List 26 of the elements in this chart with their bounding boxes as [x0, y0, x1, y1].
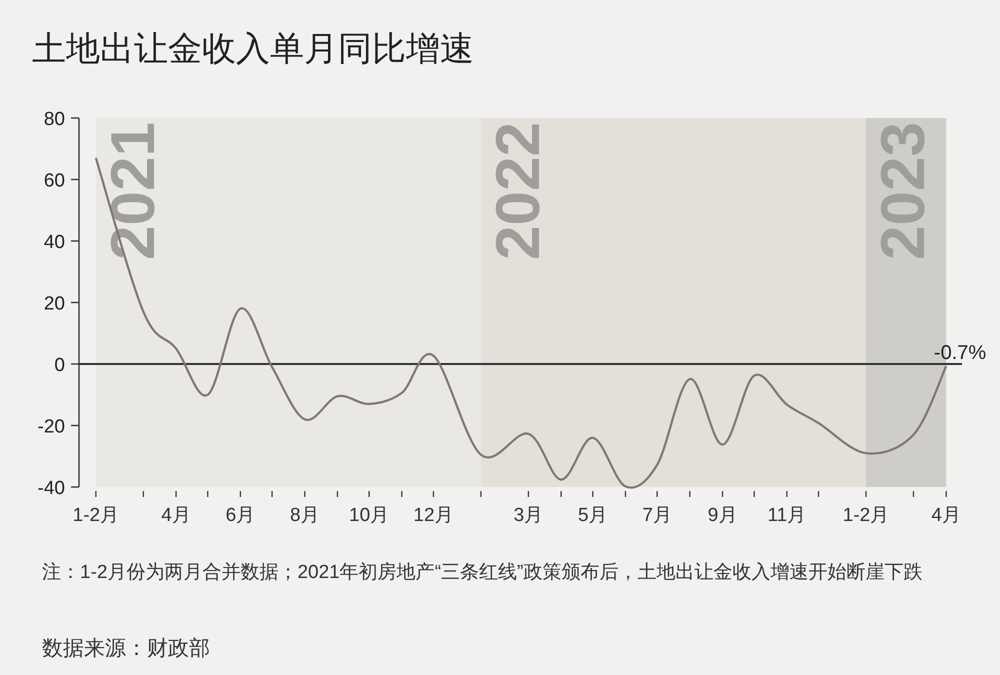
y-tick-label: 0 [54, 355, 65, 376]
y-tick-label: 40 [44, 232, 65, 253]
x-tick-label: 9月 [708, 505, 738, 526]
x-tick-label: 1-2月 [72, 505, 120, 526]
y-tick-label: -40 [38, 478, 65, 499]
x-tick-label: 3月 [514, 505, 544, 526]
x-tick-label: 12月 [413, 505, 454, 526]
y-tick-label: -20 [38, 416, 65, 438]
x-tick-label: 11月 [768, 505, 806, 526]
x-tick-label: 4月 [161, 505, 191, 526]
band-label: 2022 [484, 122, 553, 260]
x-tick-label: 10月 [349, 505, 390, 526]
band-label: 2021 [98, 122, 168, 260]
x-tick-label: 5月 [578, 505, 608, 526]
x-tick-label: 8月 [290, 505, 320, 526]
x-tick-label: 7月 [642, 505, 672, 526]
text: 注：1-2月份为两月合并数据；2021年初房地产“三条红线”政策颁布后，土地出让金收入增速开始断崖下跌 [42, 561, 924, 585]
x-tick-label: 4月 [931, 505, 961, 526]
data-label: -0.7% [934, 342, 986, 364]
x-tick-label: 1-2月 [842, 505, 890, 526]
source-note: 数据来源：财政部 [42, 636, 210, 662]
title: 土地出让金收入单月同比增速 [32, 30, 474, 68]
y-tick-label: 60 [44, 170, 65, 192]
x-tick-label: 6月 [226, 505, 256, 526]
y-tick-label: 80 [44, 109, 65, 130]
y-tick-label: 20 [44, 294, 65, 314]
